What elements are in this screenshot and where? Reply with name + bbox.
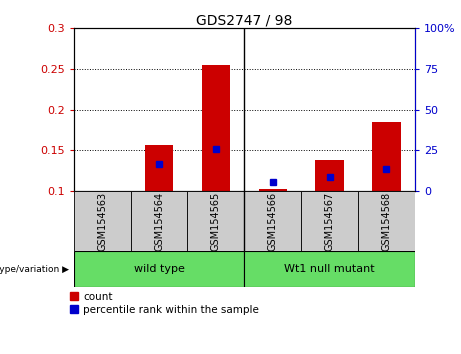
Bar xyxy=(301,191,358,251)
Legend: count, percentile rank within the sample: count, percentile rank within the sample xyxy=(70,292,259,315)
Text: genotype/variation ▶: genotype/variation ▶ xyxy=(0,264,69,274)
Text: GSM154563: GSM154563 xyxy=(97,192,107,251)
Bar xyxy=(259,189,287,191)
Text: GSM154567: GSM154567 xyxy=(325,192,335,251)
Text: GSM154568: GSM154568 xyxy=(381,192,391,251)
Bar xyxy=(201,65,230,191)
Bar xyxy=(188,191,244,251)
Bar xyxy=(74,191,130,251)
Bar xyxy=(74,251,244,287)
Bar xyxy=(244,191,301,251)
Bar xyxy=(315,160,344,191)
Text: wild type: wild type xyxy=(134,264,184,274)
Bar xyxy=(145,145,173,191)
Bar xyxy=(130,191,188,251)
Text: GSM154564: GSM154564 xyxy=(154,192,164,251)
Bar xyxy=(372,122,401,191)
Text: GSM154566: GSM154566 xyxy=(268,192,278,251)
Title: GDS2747 / 98: GDS2747 / 98 xyxy=(196,13,293,27)
Bar xyxy=(244,251,415,287)
Text: Wt1 null mutant: Wt1 null mutant xyxy=(284,264,375,274)
Bar xyxy=(358,191,415,251)
Text: GSM154565: GSM154565 xyxy=(211,192,221,251)
